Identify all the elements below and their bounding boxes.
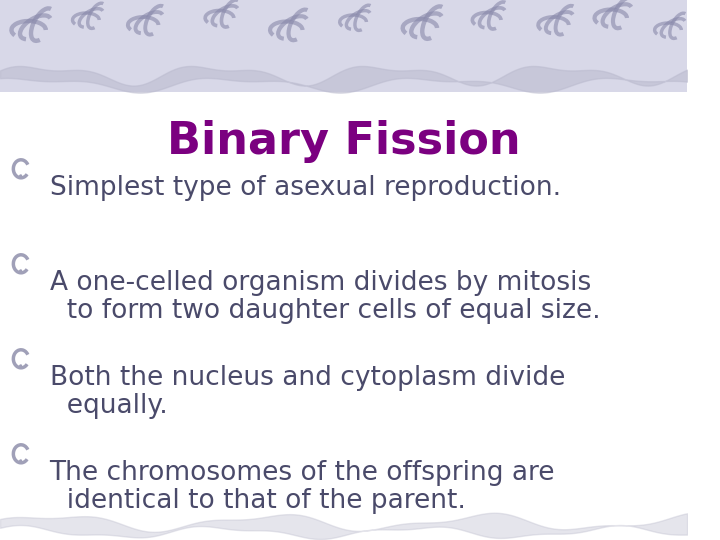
Text: identical to that of the parent.: identical to that of the parent.	[50, 488, 466, 514]
Text: to form two daughter cells of equal size.: to form two daughter cells of equal size…	[50, 298, 600, 324]
Text: A one-celled organism divides by mitosis: A one-celled organism divides by mitosis	[50, 270, 591, 296]
Text: Binary Fission: Binary Fission	[167, 120, 521, 163]
Text: The chromosomes of the offspring are: The chromosomes of the offspring are	[50, 460, 555, 486]
Text: equally.: equally.	[50, 393, 167, 419]
FancyBboxPatch shape	[0, 0, 687, 92]
Text: Simplest type of asexual reproduction.: Simplest type of asexual reproduction.	[50, 175, 561, 201]
Text: Both the nucleus and cytoplasm divide: Both the nucleus and cytoplasm divide	[50, 365, 565, 391]
